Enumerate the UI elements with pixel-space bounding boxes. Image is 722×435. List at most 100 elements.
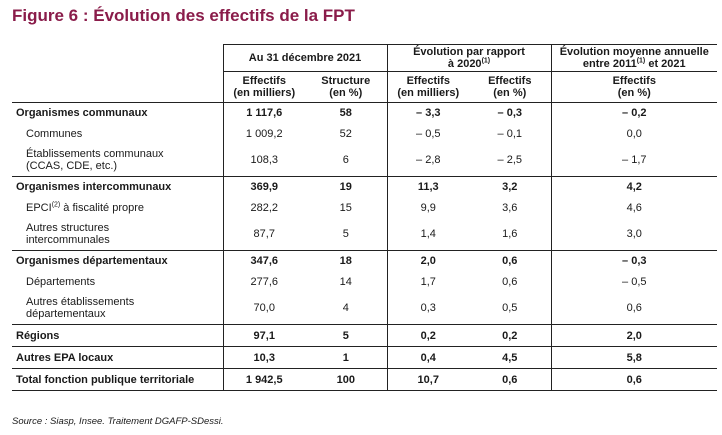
header-group-evol-2020-line1: Évolution par rapport xyxy=(413,46,525,58)
cell: 5 xyxy=(342,228,349,241)
cell: – 0,5 xyxy=(550,270,718,293)
table-row: Organismes intercommunaux 369,9 19 11,3 … xyxy=(12,176,718,197)
col-effectifs-2021: Effectifs (en milliers) xyxy=(222,71,305,103)
cell: – 0,1 xyxy=(497,127,522,140)
cell: 0,4 xyxy=(386,346,470,369)
cell: 277,6 xyxy=(222,270,305,293)
header-group-evol-2020: Évolution par rapport à 2020(1) xyxy=(386,44,552,72)
cell: 14 xyxy=(339,275,352,288)
col-structure-l1: Structure xyxy=(321,75,371,87)
cell: 58 xyxy=(339,106,352,119)
row-label-b: à fiscalité propre xyxy=(60,201,145,214)
row-label: Autres établissements départementaux xyxy=(12,293,223,325)
col-evol-milliers: Effectifs (en milliers) xyxy=(386,71,470,103)
header-sub-row: Effectifs (en milliers) Structure (en %) E… xyxy=(12,71,718,103)
table-row: Régions 97,1 5 0,2 0,2 2,0 xyxy=(12,324,718,347)
header-group-2021-label: Au 31 décembre 2021 xyxy=(248,52,362,64)
col-effectifs-2021-l2: (en milliers) xyxy=(233,87,296,99)
cell: – 2,8 xyxy=(386,144,470,177)
cell: 97,1 xyxy=(222,324,305,347)
row-label: Total fonction publique territoriale xyxy=(12,368,223,391)
cell: 5,8 xyxy=(550,346,718,369)
col-evol-pct-l1: Effectifs xyxy=(488,75,532,87)
cell: 347,6 xyxy=(222,250,305,271)
row-label: Organismes départementaux xyxy=(12,250,223,271)
row-label-line1: Autres structures xyxy=(26,222,110,235)
cell: 0,6 xyxy=(469,250,552,271)
header-empty xyxy=(12,45,223,72)
row-label-line1: Établissements communaux xyxy=(26,148,164,161)
cell: 1 942,5 xyxy=(222,368,305,391)
header-group-evol-2020-line2: à 2020 xyxy=(447,58,482,70)
table-row: Autres EPA locaux 10,3 1 0,4 4,5 5,8 xyxy=(12,346,718,369)
table-row-total: Total fonction publique territoriale 1 9… xyxy=(12,368,718,391)
cell: – 0,3 xyxy=(550,250,718,271)
table-row: Établissements communaux (CCAS, CDE, etc… xyxy=(12,144,718,177)
cell: 0,6 xyxy=(469,368,552,391)
cell: 52 xyxy=(339,127,352,140)
cell: 2,0 xyxy=(386,250,470,271)
header-group-evol-2011: Évolution moyenne annuelle entre 2011(1)… xyxy=(550,44,718,72)
cell: 369,9 xyxy=(222,176,305,197)
header-empty-sub xyxy=(12,71,223,103)
col-evol-milliers-l1: Effectifs xyxy=(406,75,450,87)
header-group-evol-2011-line2b: et 2021 xyxy=(645,58,686,70)
table-row: Communes 1 009,2 52 – 0,5 – 0,1 0,0 xyxy=(12,122,718,145)
cell: 11,3 xyxy=(386,176,470,197)
cell: 2,0 xyxy=(550,324,718,347)
cell: – 3,3 xyxy=(386,102,470,123)
footnote-1-mark: (1) xyxy=(636,57,646,65)
row-label: Établissements communaux (CCAS, CDE, etc… xyxy=(12,145,223,177)
cell: 0,6 xyxy=(550,368,718,391)
cell: 1 117,6 xyxy=(222,102,305,123)
cell: 0,2 xyxy=(386,324,470,347)
row-label-line1: Autres établissements xyxy=(26,296,135,309)
cell: 9,9 xyxy=(386,196,470,219)
cell: 3,6 xyxy=(502,201,518,214)
row-label-line2: intercommunales xyxy=(26,234,110,247)
row-label: Organismes communaux xyxy=(16,106,148,119)
cell: 0,6 xyxy=(502,275,518,288)
cell: 0,0 xyxy=(550,122,718,145)
col-evol-milliers-l2: (en milliers) xyxy=(397,87,460,99)
table-row: Organismes communaux 1 117,6 58 – 3,3 – … xyxy=(12,102,718,123)
col-evol-annuelle-pct-l2: (en %) xyxy=(617,87,651,99)
row-label-line2: (CCAS, CDE, etc.) xyxy=(26,160,118,173)
table-row: Départements 277,6 14 1,7 0,6 – 0,5 xyxy=(12,270,718,293)
row-label: Régions xyxy=(12,324,223,347)
cell: 0,6 xyxy=(550,292,718,325)
row-label: Autres structures intercommunales xyxy=(12,219,223,251)
cell: 10,3 xyxy=(222,346,305,369)
cell: 282,2 xyxy=(222,196,305,219)
cell: 87,7 xyxy=(222,218,305,251)
cell: 1 009,2 xyxy=(222,122,305,145)
col-evol-pct-l2: (en %) xyxy=(493,87,527,99)
cell: 18 xyxy=(305,250,388,271)
cell: 19 xyxy=(305,176,388,197)
row-label: Communes xyxy=(26,127,83,140)
col-evol-annuelle-pct: Effectifs (en %) xyxy=(550,71,718,103)
table-row: Organismes départementaux 347,6 18 2,0 0… xyxy=(12,250,718,271)
footnote-1-mark: (1) xyxy=(481,57,491,65)
col-structure: Structure (en %) xyxy=(305,71,388,103)
cell: 5 xyxy=(305,324,388,347)
header-group-evol-2011-line2a: entre 2011 xyxy=(582,58,637,70)
cell: 6 xyxy=(342,154,349,167)
cell: 1,7 xyxy=(386,270,470,293)
cell: 108,3 xyxy=(222,144,305,177)
col-effectifs-2021-l1: Effectifs xyxy=(242,75,286,87)
header-group-evol-2011-line1: Évolution moyenne annuelle xyxy=(559,46,709,58)
cell: 4,6 xyxy=(550,196,718,219)
footnote-2-mark: (2) xyxy=(51,200,61,208)
row-label-a: EPCI xyxy=(26,201,52,214)
cell: 100 xyxy=(305,368,388,391)
cell: 4,5 xyxy=(469,346,552,369)
cell: – 2,5 xyxy=(497,154,522,167)
cell: 3,2 xyxy=(469,176,552,197)
cell: 3,0 xyxy=(550,218,718,251)
cell: 1,4 xyxy=(386,218,470,251)
row-label: Organismes intercommunaux xyxy=(12,176,223,197)
row-label-line2: départementaux xyxy=(26,308,106,321)
effectifs-table: Au 31 décembre 2021 Évolution par rappor… xyxy=(12,44,718,391)
cell: 1,6 xyxy=(502,228,518,241)
